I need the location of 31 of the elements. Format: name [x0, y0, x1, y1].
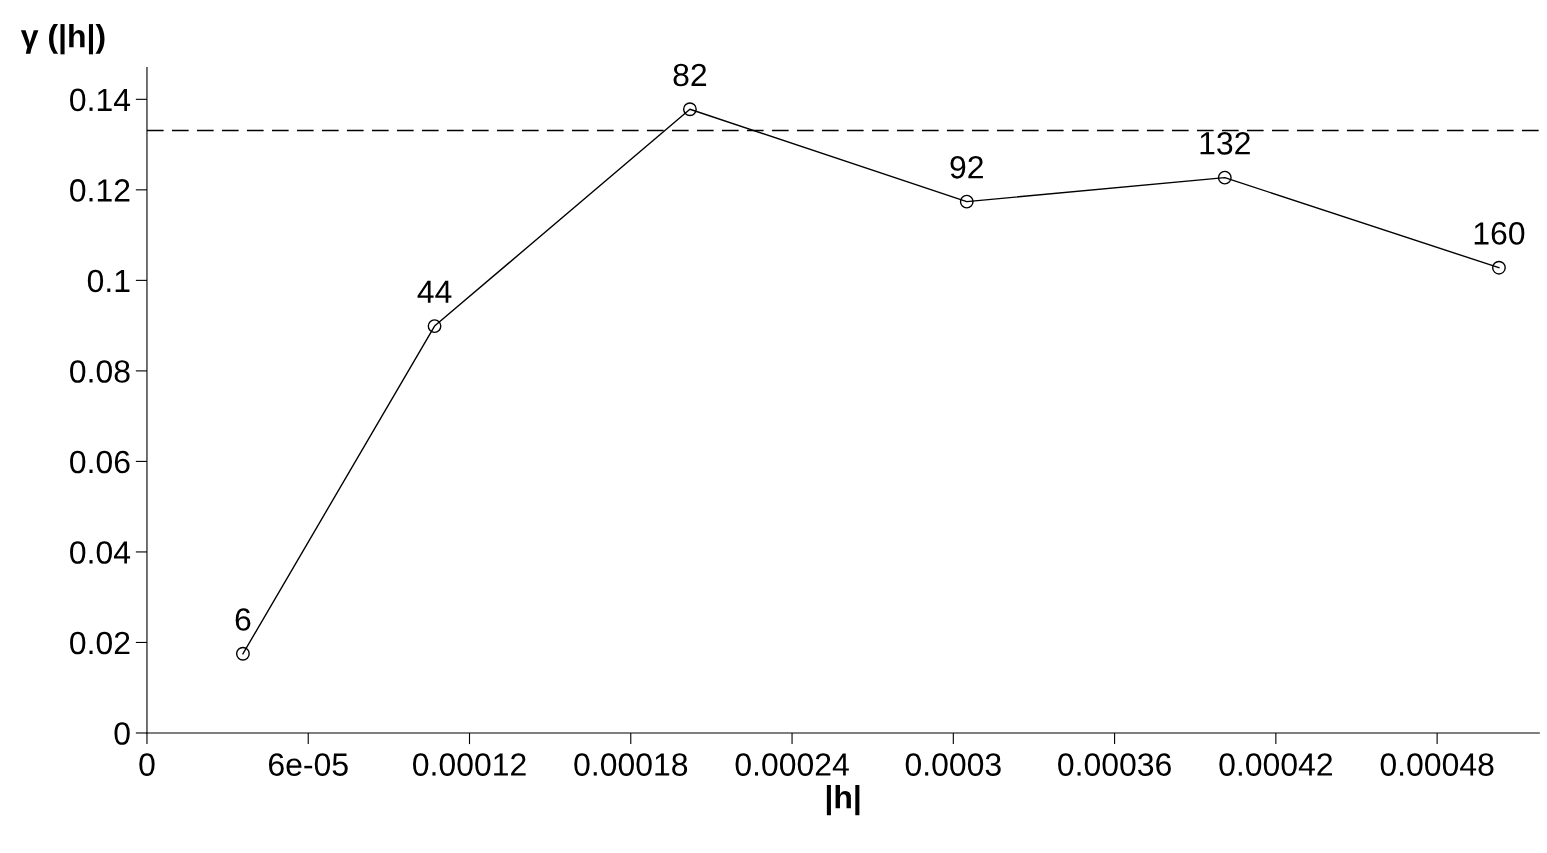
x-tick-label: 0.00012 — [413, 753, 526, 776]
y-tick-label: 0.1 — [87, 269, 130, 293]
x-tick-label: 0.00036 — [1058, 753, 1171, 776]
annotation: 92 — [950, 156, 983, 179]
y-tick-label: 0.08 — [70, 360, 130, 383]
annotation: 132 — [1200, 132, 1250, 155]
x-axis-title: |h| — [826, 784, 860, 816]
x-tick-label: 0.00042 — [1219, 753, 1332, 776]
point — [959, 194, 974, 209]
x-tick-label: 0.00018 — [574, 753, 688, 776]
annotation: 160 — [1474, 222, 1525, 245]
x-tick-label: 0.00024 — [735, 753, 849, 776]
annotation: 44 — [417, 280, 452, 303]
y-axis-title: γ (|h|) — [20, 24, 105, 55]
y-tick-label: 0.12 — [70, 179, 130, 202]
x-tick-label: 6e-05 — [269, 753, 348, 776]
point — [1491, 260, 1506, 275]
y-tick-label: 0.02 — [70, 631, 130, 655]
y-tick-label: 0 — [114, 722, 130, 745]
x-tick-label: 0.0003 — [905, 753, 1001, 776]
point — [235, 646, 250, 661]
y-tick-label: 0.14 — [70, 88, 131, 112]
point — [682, 102, 697, 117]
annotation: 82 — [673, 63, 707, 87]
x-tick-label: 0 — [139, 753, 155, 776]
y-tick-label: 0.06 — [70, 450, 130, 474]
annotation: 6 — [235, 608, 251, 631]
y-tick-label: 0.04 — [70, 541, 131, 564]
point — [1217, 170, 1232, 185]
x-tick-label: 0.00048 — [1380, 753, 1494, 776]
point — [427, 319, 442, 334]
